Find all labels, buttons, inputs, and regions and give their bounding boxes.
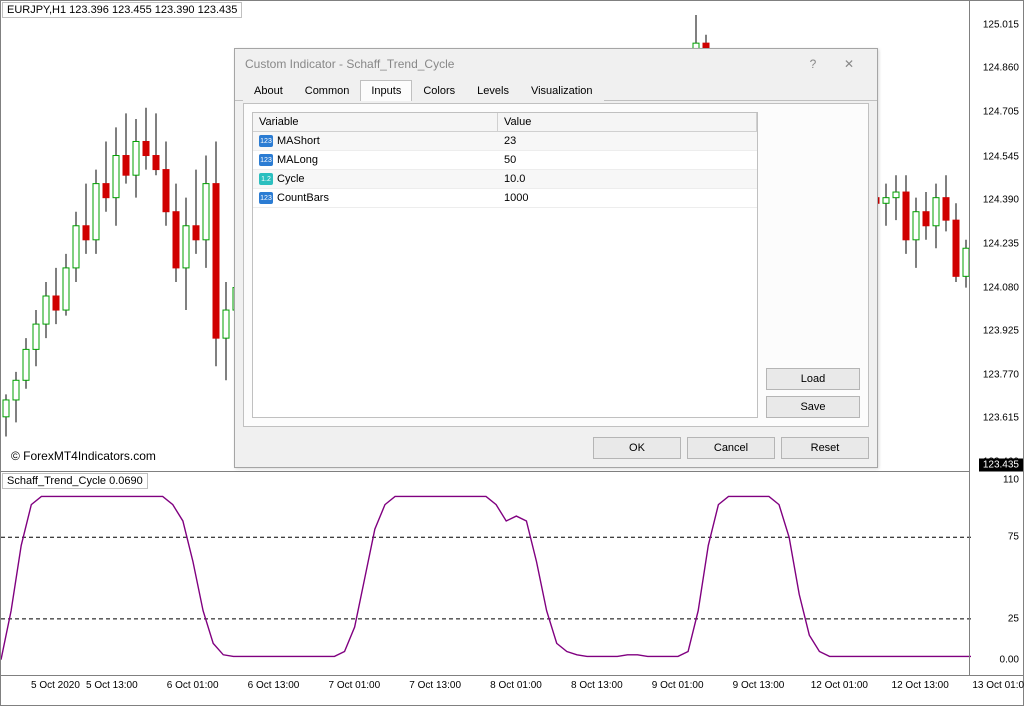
watermark: © ForexMT4Indicators.com [11, 449, 156, 463]
dialog-titlebar[interactable]: Custom Indicator - Schaff_Trend_Cycle ? … [235, 49, 877, 79]
variable-name: CountBars [277, 192, 329, 204]
integer-icon: 123 [259, 135, 273, 147]
input-row[interactable]: 123 MAShort 23 [253, 132, 757, 151]
tab-inputs[interactable]: Inputs [360, 80, 412, 101]
tab-levels[interactable]: Levels [466, 80, 520, 101]
variable-value[interactable]: 50 [498, 151, 757, 169]
tab-visualization[interactable]: Visualization [520, 80, 604, 101]
column-value[interactable]: Value [498, 113, 757, 131]
dialog-footer: OK Cancel Reset [593, 437, 869, 459]
indicator-panel[interactable]: Schaff_Trend_Cycle 0.0690 11075250.00 [0, 472, 1024, 676]
help-icon[interactable]: ? [795, 52, 831, 76]
column-variable[interactable]: Variable [253, 113, 498, 131]
variable-value[interactable]: 10.0 [498, 170, 757, 188]
tab-about[interactable]: About [243, 80, 294, 101]
time-axis: 5 Oct 20205 Oct 13:006 Oct 01:006 Oct 13… [0, 676, 1024, 706]
input-row[interactable]: 123 CountBars 1000 [253, 189, 757, 208]
side-buttons: Load Save [766, 104, 868, 426]
reset-button[interactable]: Reset [781, 437, 869, 459]
load-button[interactable]: Load [766, 368, 860, 390]
price-current-badge: 123.435 [979, 459, 1023, 472]
input-row[interactable]: 123 MALong 50 [253, 151, 757, 170]
dialog-title-text: Custom Indicator - Schaff_Trend_Cycle [245, 57, 454, 71]
tab-colors[interactable]: Colors [412, 80, 466, 101]
tab-common[interactable]: Common [294, 80, 361, 101]
inputs-table[interactable]: Variable Value 123MAShort23123MALong501.… [252, 112, 758, 418]
close-icon[interactable]: ✕ [831, 52, 867, 76]
indicator-canvas [1, 472, 971, 676]
variable-value[interactable]: 23 [498, 132, 757, 150]
price-axis: 125.015124.860124.705124.545124.390124.2… [969, 1, 1023, 473]
input-row[interactable]: 1.2 Cycle 10.0 [253, 170, 757, 189]
cancel-button[interactable]: Cancel [687, 437, 775, 459]
integer-icon: 123 [259, 154, 273, 166]
integer-icon: 123 [259, 192, 273, 204]
variable-name: MAShort [277, 135, 320, 147]
save-button[interactable]: Save [766, 396, 860, 418]
ok-button[interactable]: OK [593, 437, 681, 459]
indicator-axis: 11075250.00 [969, 472, 1023, 676]
variable-name: MALong [277, 154, 318, 166]
dialog-body: Variable Value 123MAShort23123MALong501.… [243, 103, 869, 427]
variable-value[interactable]: 1000 [498, 189, 757, 207]
dialog-tabs: AboutCommonInputsColorsLevelsVisualizati… [235, 79, 877, 101]
decimal-icon: 1.2 [259, 173, 273, 185]
variable-name: Cycle [277, 173, 305, 185]
indicator-properties-dialog: Custom Indicator - Schaff_Trend_Cycle ? … [234, 48, 878, 468]
